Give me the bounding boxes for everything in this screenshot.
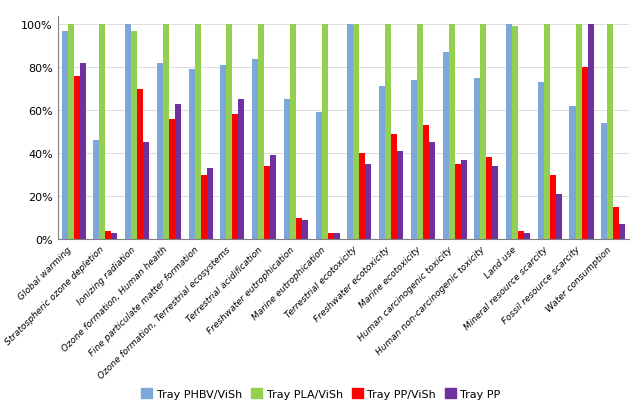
Bar (353, 25, 360, 240)
Bar (125, 25, 131, 240)
Bar (112, 233, 117, 240)
Bar (252, 59, 258, 240)
Bar (296, 218, 302, 240)
Bar (569, 107, 575, 240)
Bar (460, 160, 467, 240)
Bar (143, 143, 149, 240)
Bar (442, 53, 449, 240)
Bar (607, 25, 613, 240)
Bar (290, 25, 296, 240)
Bar (163, 25, 169, 240)
Bar (524, 233, 530, 240)
Bar (455, 164, 460, 240)
Bar (538, 83, 544, 240)
Bar (62, 31, 67, 240)
Bar (360, 154, 365, 240)
Bar (556, 195, 562, 240)
Bar (429, 143, 435, 240)
Bar (411, 81, 417, 240)
Bar (613, 207, 620, 240)
Bar (93, 141, 100, 240)
Bar (284, 100, 290, 240)
Bar (449, 25, 455, 240)
Bar (397, 152, 403, 240)
Bar (157, 64, 163, 240)
Bar (232, 115, 238, 240)
Bar (587, 25, 594, 240)
Bar (131, 31, 137, 240)
Bar (550, 175, 556, 240)
Bar (220, 66, 227, 240)
Bar (347, 25, 353, 240)
Bar (258, 25, 264, 240)
Bar (480, 25, 486, 240)
Bar (512, 27, 518, 240)
Bar (302, 220, 308, 240)
Bar (544, 25, 550, 240)
Bar (385, 25, 391, 240)
Legend: Tray PHBV/ViSh, Tray PLA/ViSh, Tray PP/ViSh, Tray PP: Tray PHBV/ViSh, Tray PLA/ViSh, Tray PP/V… (137, 384, 505, 404)
Bar (518, 231, 524, 240)
Bar (322, 25, 327, 240)
Bar (270, 156, 276, 240)
Bar (474, 79, 480, 240)
Bar (492, 166, 498, 240)
Bar (238, 100, 245, 240)
Bar (391, 135, 397, 240)
Bar (137, 90, 143, 240)
Bar (100, 25, 105, 240)
Bar (334, 233, 340, 240)
Bar (80, 64, 86, 240)
Bar (506, 25, 512, 240)
Bar (315, 113, 322, 240)
Bar (417, 25, 423, 240)
Bar (423, 126, 429, 240)
Bar (74, 76, 80, 240)
Bar (175, 104, 181, 240)
Bar (365, 164, 372, 240)
Bar (601, 124, 607, 240)
Bar (207, 169, 213, 240)
Bar (169, 119, 175, 240)
Bar (379, 87, 385, 240)
Bar (67, 25, 74, 240)
Bar (327, 233, 334, 240)
Bar (200, 175, 207, 240)
Bar (575, 25, 582, 240)
Bar (227, 25, 232, 240)
Bar (189, 70, 195, 240)
Bar (105, 231, 112, 240)
Bar (620, 225, 625, 240)
Bar (582, 68, 587, 240)
Bar (264, 166, 270, 240)
Bar (195, 25, 200, 240)
Bar (486, 158, 492, 240)
